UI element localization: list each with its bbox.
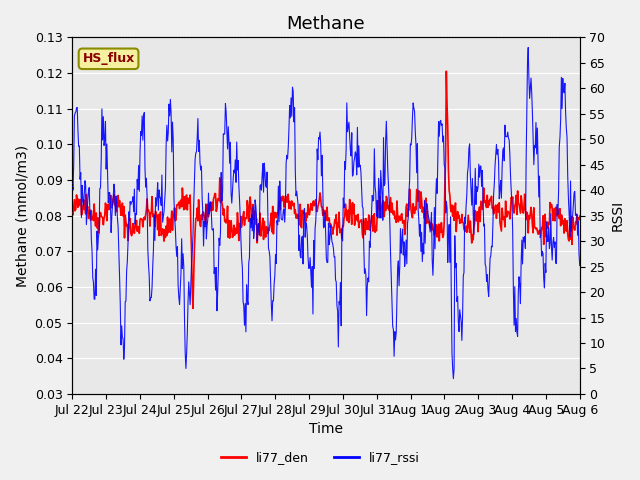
Legend: li77_den, li77_rssi: li77_den, li77_rssi [216,446,424,469]
Title: Methane: Methane [287,15,365,33]
X-axis label: Time: Time [309,422,343,436]
Y-axis label: RSSI: RSSI [611,200,625,231]
Y-axis label: Methane (mmol/m3): Methane (mmol/m3) [15,144,29,287]
Text: HS_flux: HS_flux [83,52,134,65]
